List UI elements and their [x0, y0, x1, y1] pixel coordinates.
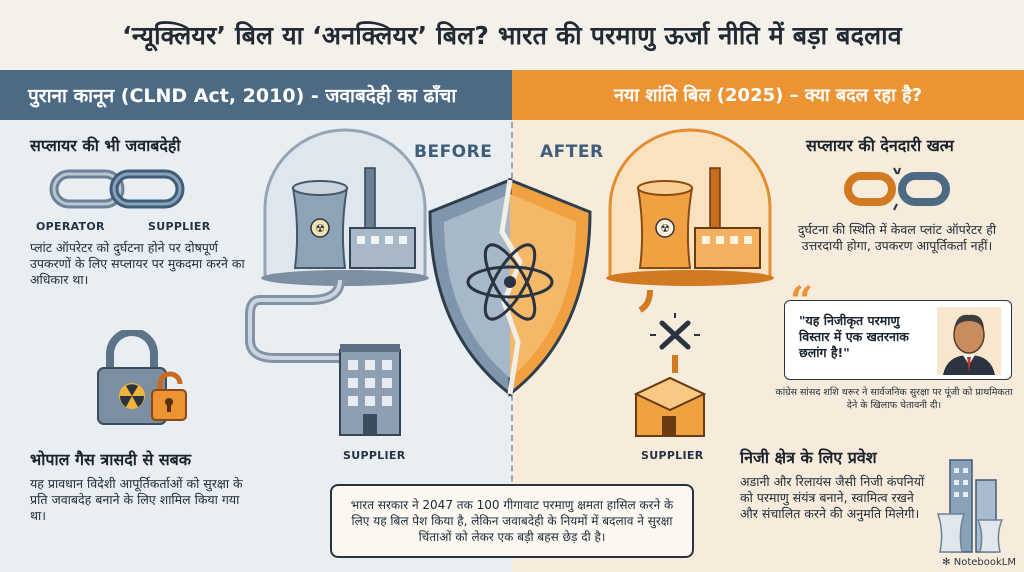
skyline-cooling-towers-icon: [936, 459, 1004, 553]
bhopal-text: यह प्रावधान विदेशी आपूर्तिकर्ताओं को सुर…: [30, 476, 243, 523]
page-title: ‘न्यूक्लियर’ बिल या ‘अनक्लियर’ बिल? भारत…: [122, 21, 902, 50]
brand-label: ✻ NotebookLM: [942, 557, 1016, 568]
operator-label: OPERATOR: [36, 220, 105, 233]
supplier-small-building-icon: [633, 376, 707, 437]
supplier-building-icon: [339, 344, 401, 436]
title-bar: ‘न्यूक्लियर’ बिल या ‘अनक्लियर’ बिल? भारत…: [0, 0, 1024, 70]
politician-portrait-icon: [937, 307, 1001, 375]
broken-pipe-cross-icon: [638, 289, 700, 373]
broken-chain-icon: [844, 167, 950, 211]
supplier-chain-label: SUPPLIER: [148, 220, 211, 233]
quote-mark-icon: “: [790, 278, 814, 325]
nuclear-plant-dome-orange-icon: ☢: [606, 128, 774, 286]
nuclear-plant-dome-icon: ☢: [261, 128, 429, 286]
supplier-building-label-right: SUPPLIER: [641, 449, 704, 462]
unlocked-padlock-icon: [97, 330, 187, 425]
bhopal-title: भोपाल गैस त्रासदी से सबक: [30, 450, 192, 469]
left-header-text: पुराना कानून (CLND Act, 2010) - जवाबदेही…: [28, 85, 457, 107]
supplier-liability-text: प्लांट ऑपरेटर को दुर्घटना होने पर दोषपूर…: [30, 240, 245, 287]
liability-end-title: सप्लायर की देनदारी खत्म: [806, 136, 954, 155]
right-header-band: नया शांति बिल (2025) – क्या बदल रहा है?: [512, 70, 1024, 120]
before-label: BEFORE: [414, 142, 493, 162]
left-header-band: पुराना कानून (CLND Act, 2010) - जवाबदेही…: [0, 70, 512, 120]
brand-text: NotebookLM: [953, 557, 1016, 568]
brand-sparkle-icon: ✻: [942, 557, 951, 568]
private-sector-title: निजी क्षेत्र के लिए प्रवेश: [740, 448, 877, 467]
quote-text: "यह निजीकृत परमाणु विस्तार में एक खतरनाक…: [799, 313, 909, 360]
broken-shield-icon: [428, 177, 592, 398]
supplier-building-label-left: SUPPLIER: [343, 449, 406, 462]
after-label: AFTER: [540, 142, 604, 162]
private-sector-text: अडानी और रिलायंस जैसी निजी कंपनियों को प…: [740, 474, 925, 521]
quote-box: "यह निजीकृत परमाणु विस्तार में एक खतरनाक…: [784, 300, 1012, 380]
svg-text:☢: ☢: [660, 222, 670, 235]
bottom-summary-text: भारत सरकार ने 2047 तक 100 गीगावाट परमाणु…: [350, 498, 674, 544]
right-header-text: नया शांति बिल (2025) – क्या बदल रहा है?: [613, 85, 923, 106]
liability-end-text: दुर्घटना की स्थिति में केवल प्लांट ऑपरेट…: [797, 222, 997, 253]
bottom-summary-box: भारत सरकार ने 2047 तक 100 गीगावाट परमाणु…: [330, 484, 694, 558]
quote-caption: कांग्रेस सांसद शशि थरूर ने सार्वजनिक सुर…: [775, 387, 1013, 411]
svg-text:☢: ☢: [315, 222, 325, 235]
pipe-connection-icon: [245, 279, 360, 363]
supplier-liability-title: सप्लायर की भी जवाबदेही: [30, 136, 181, 155]
chain-link-icon: [49, 169, 185, 209]
